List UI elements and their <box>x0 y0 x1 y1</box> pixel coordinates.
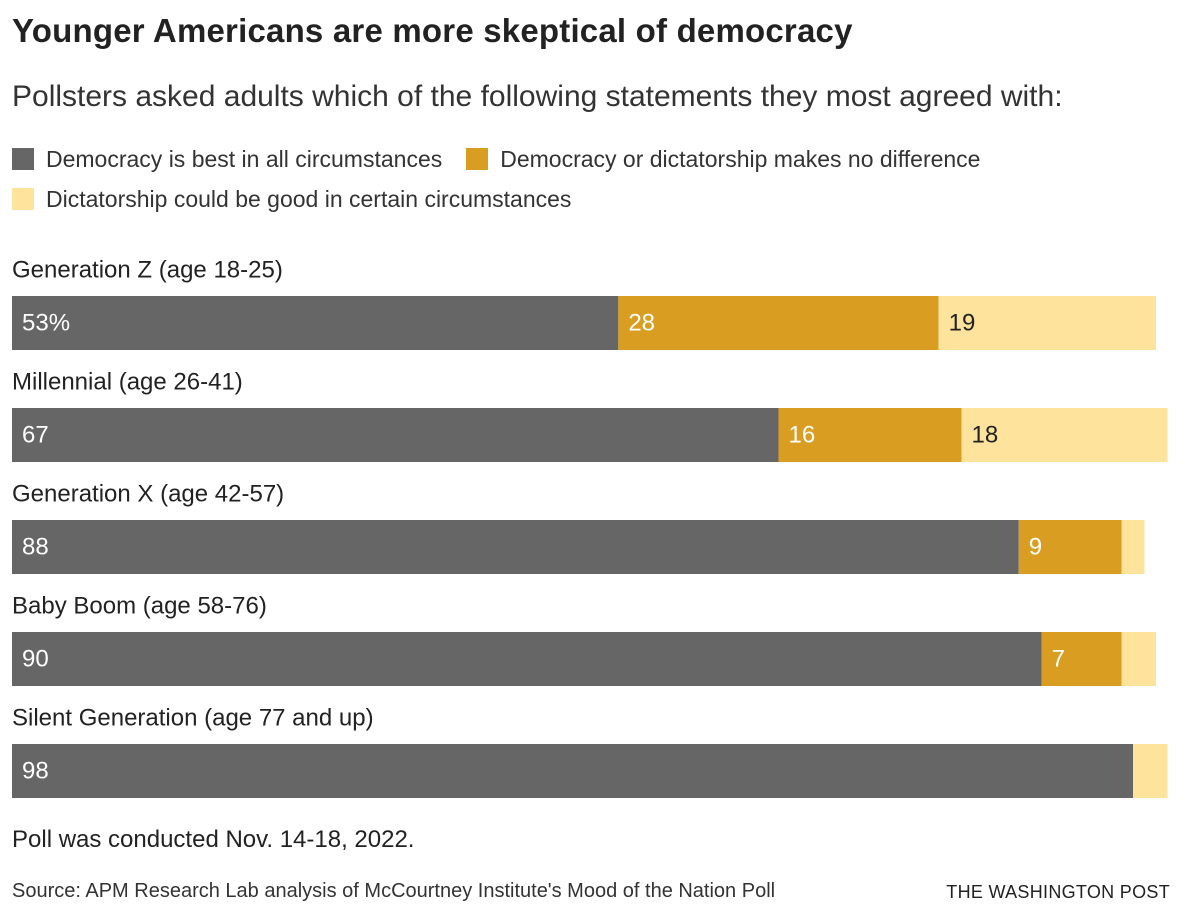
bar-segment <box>12 296 619 350</box>
category-label: Silent Generation (age 77 and up) <box>12 704 374 731</box>
bar-segment <box>938 296 1156 350</box>
bar-segment <box>1121 632 1156 686</box>
value-label: 88 <box>22 533 49 560</box>
bar-segment <box>778 408 962 462</box>
chart-title: Younger Americans are more skeptical of … <box>12 12 853 49</box>
legend-swatch <box>12 188 34 210</box>
value-label: 53% <box>22 309 70 336</box>
legend-label: Dictatorship could be good in certain ci… <box>46 185 572 212</box>
value-label: 9 <box>1029 533 1042 560</box>
legend-item: Dictatorship could be good in certain ci… <box>12 183 571 215</box>
value-label: 7 <box>1052 645 1065 672</box>
legend-swatch <box>466 148 489 170</box>
legend-item: Democracy is best in all circumstances <box>12 143 442 175</box>
chart-subtitle: Pollsters asked adults which of the foll… <box>12 80 1063 113</box>
legend-label: Democracy or dictatorship makes no diffe… <box>500 145 981 172</box>
value-label: 28 <box>628 309 655 336</box>
value-label: 98 <box>22 757 49 784</box>
legend-label: Democracy is best in all circumstances <box>46 145 443 172</box>
category-label: Millennial (age 26-41) <box>12 368 243 395</box>
publisher: THE WASHINGTON POST <box>946 882 1170 902</box>
bar-segment <box>1133 744 1168 798</box>
category-label: Generation Z (age 18-25) <box>12 256 283 283</box>
bar-segment <box>12 520 1019 574</box>
bar-segment <box>12 632 1042 686</box>
bar-segment <box>618 296 939 350</box>
category-label: Baby Boom (age 58-76) <box>12 592 267 619</box>
note: Poll was conducted Nov. 14-18, 2022. <box>12 826 415 853</box>
value-label: 19 <box>949 309 976 336</box>
bar-segment <box>961 408 1168 462</box>
legend: Democracy is best in all circumstances De… <box>12 143 1180 215</box>
legend-swatch <box>12 148 34 170</box>
value-label: 90 <box>22 645 49 672</box>
value-label: 18 <box>972 421 999 448</box>
value-label: 16 <box>788 421 815 448</box>
bar-segment <box>1121 520 1145 574</box>
category-label: Generation X (age 42-57) <box>12 480 284 507</box>
bar-segment <box>1018 520 1122 574</box>
value-label: 67 <box>22 421 49 448</box>
bar-segment <box>12 408 779 462</box>
source: Source: APM Research Lab analysis of McC… <box>12 880 776 902</box>
bar-segment <box>1041 632 1122 686</box>
legend-item: Democracy or dictatorship makes no diffe… <box>466 143 980 175</box>
bar-segment <box>12 744 1134 798</box>
